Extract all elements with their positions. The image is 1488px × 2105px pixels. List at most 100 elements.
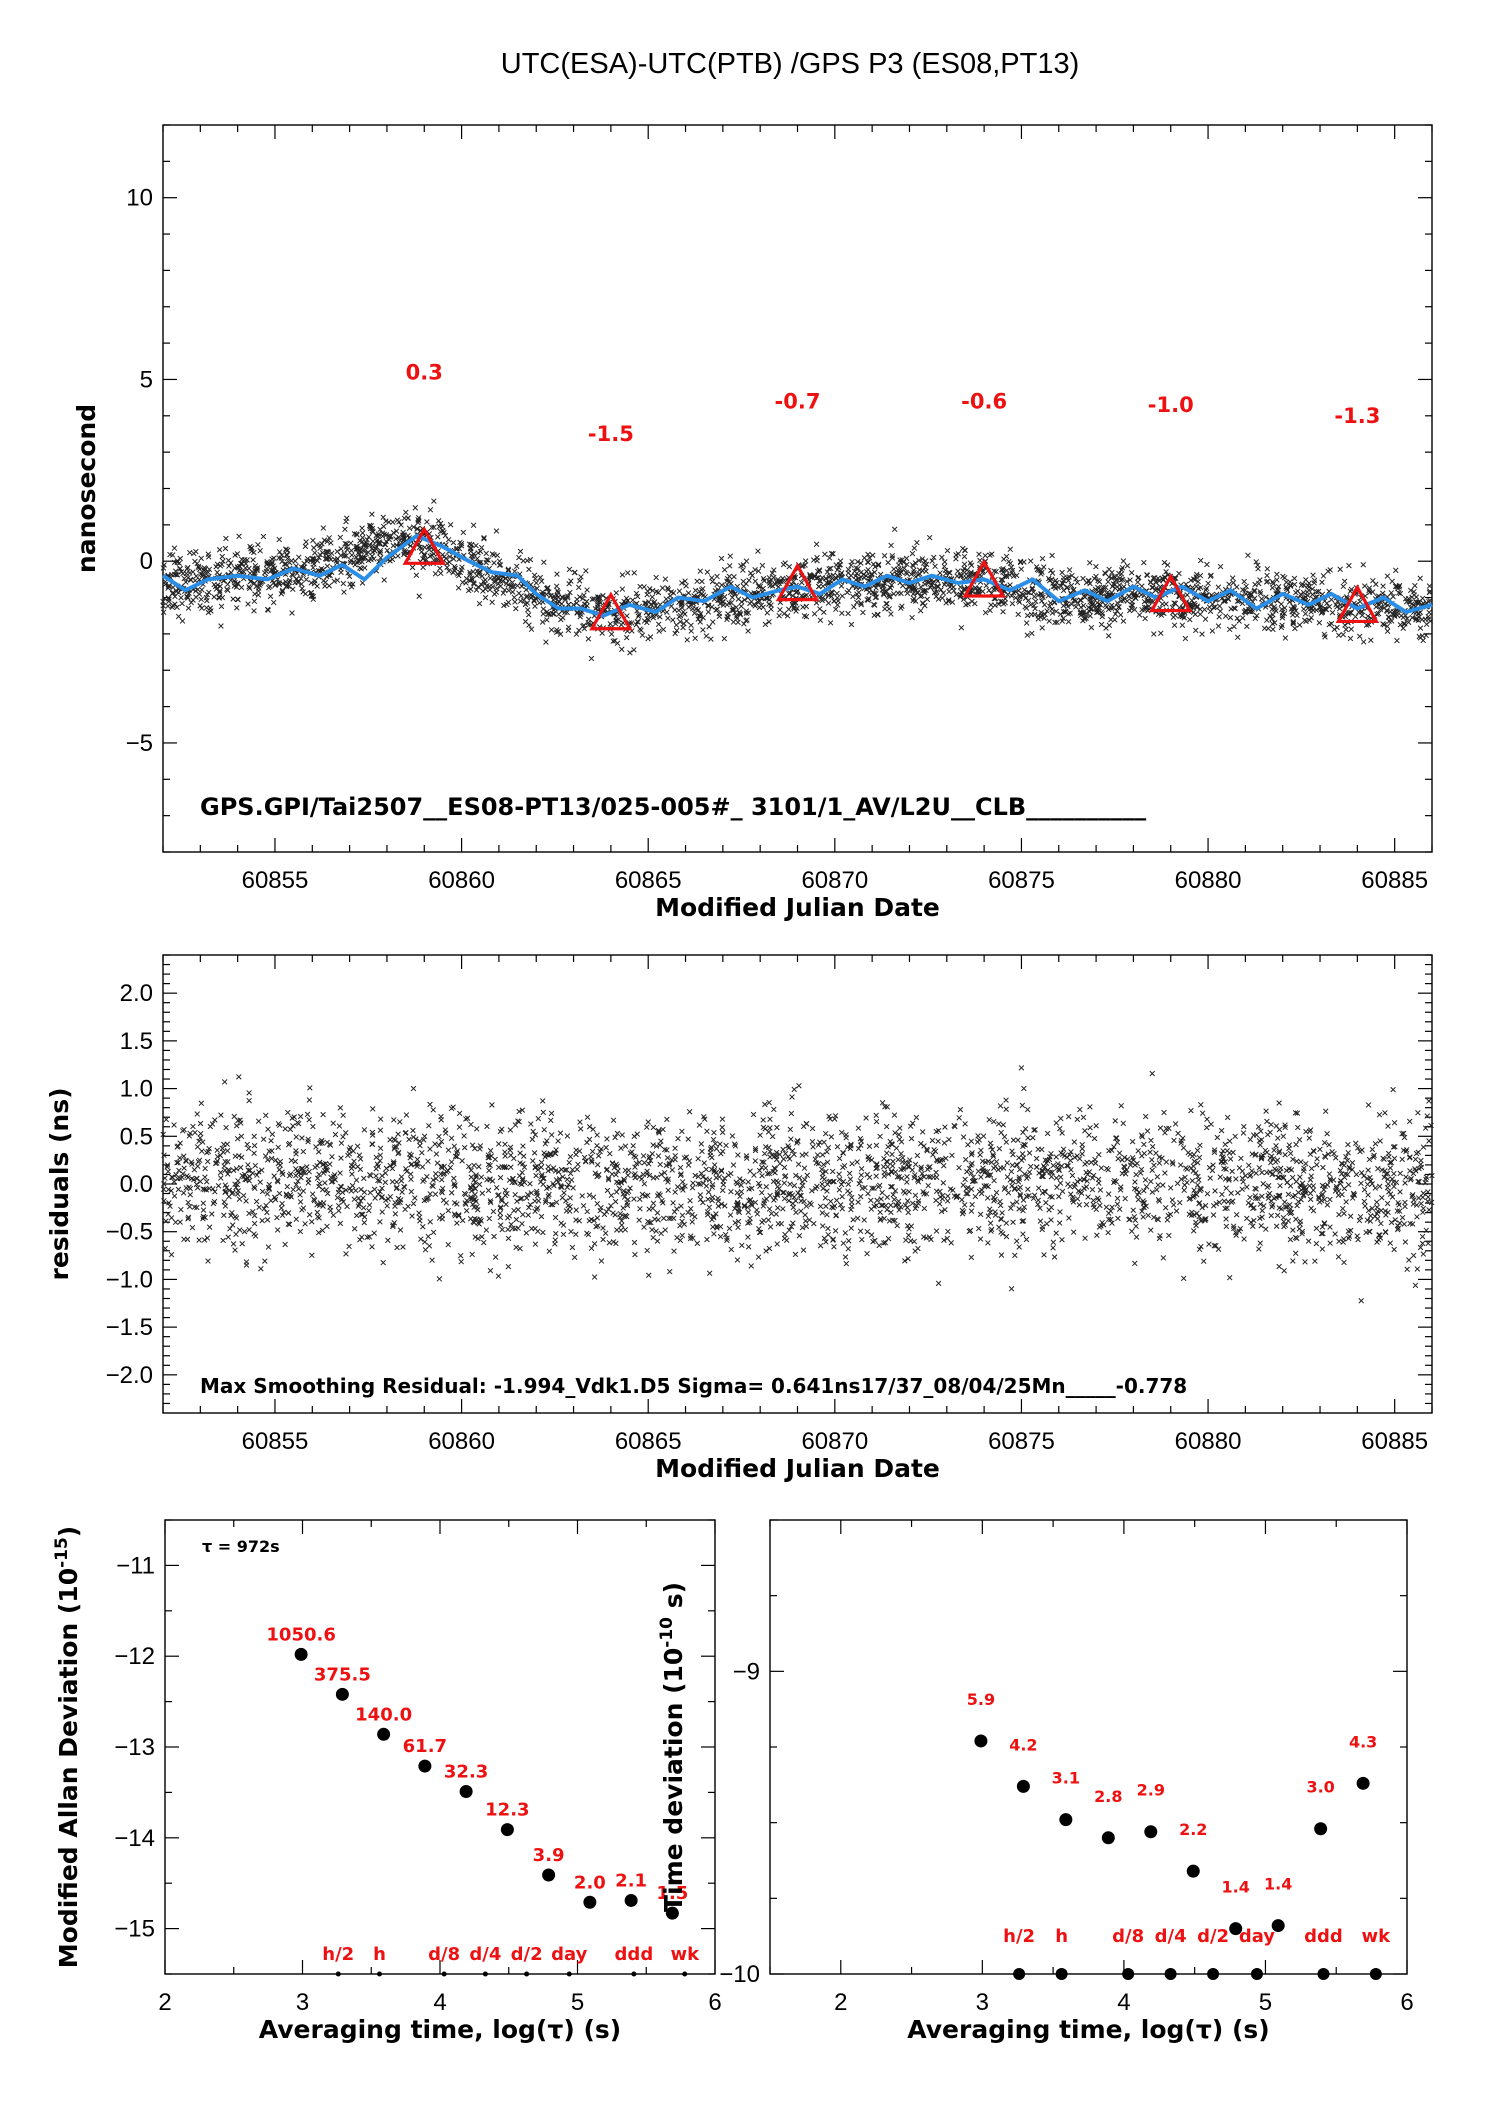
scatter-point <box>647 634 654 640</box>
scatter-point <box>881 552 888 559</box>
scatter-point <box>232 565 238 571</box>
scatter-point <box>837 1202 844 1208</box>
scatter-point <box>359 534 366 541</box>
scatter-point <box>730 607 737 613</box>
scatter-point <box>962 547 968 554</box>
scatter-point <box>1365 1102 1372 1108</box>
scatter-point <box>220 558 226 564</box>
scatter-point <box>486 1167 492 1174</box>
scatter-point <box>1069 572 1075 579</box>
scatter-point <box>403 509 409 516</box>
scatter-point <box>546 1191 552 1198</box>
scatter-point <box>481 534 487 541</box>
scatter-point <box>540 611 546 617</box>
scatter-point <box>588 1153 594 1160</box>
scatter-point <box>963 571 969 577</box>
scatter-point <box>468 1121 474 1128</box>
scatter-point <box>761 1150 768 1157</box>
scatter-point <box>644 591 650 598</box>
scatter-point <box>1105 633 1112 639</box>
scatter-point <box>421 1133 428 1140</box>
scatter-point <box>1246 1162 1252 1169</box>
scatter-point <box>904 590 911 596</box>
y-tick-label: 0 <box>140 548 153 575</box>
scatter-point <box>367 522 373 529</box>
scatter-point <box>1292 1250 1299 1257</box>
scatter-point <box>991 1177 997 1184</box>
scatter-point <box>1012 1252 1018 1259</box>
scatter-point <box>1319 579 1325 586</box>
scatter-point <box>777 1160 783 1167</box>
scatter-point <box>342 526 348 533</box>
scatter-point <box>425 1233 432 1240</box>
scatter-point <box>409 564 416 571</box>
scatter-point <box>1074 1116 1081 1123</box>
scatter-point <box>1117 1187 1124 1193</box>
scatter-point <box>1335 1192 1342 1198</box>
scatter-point <box>219 553 226 560</box>
scatter-point <box>1320 1164 1326 1171</box>
scatter-point <box>518 1181 525 1188</box>
scatter-point <box>1076 1202 1083 1208</box>
scatter-point <box>1108 616 1114 623</box>
scatter-point <box>437 565 443 572</box>
scatter-point <box>1257 590 1264 597</box>
scatter-point <box>300 589 306 595</box>
scatter-point <box>206 1224 213 1230</box>
scatter-point <box>175 613 182 620</box>
scatter-point <box>192 577 199 584</box>
scatter-point <box>1341 1259 1347 1266</box>
scatter-point <box>630 1143 636 1149</box>
scatter-point <box>565 624 572 630</box>
scatter-point <box>513 1216 520 1223</box>
scatter-point <box>269 556 275 562</box>
scatter-point <box>349 552 355 558</box>
scatter-point <box>1415 1110 1421 1116</box>
scatter-point <box>618 646 625 653</box>
scatter-point <box>193 573 199 579</box>
scatter-point <box>828 550 835 557</box>
scatter-point <box>1231 623 1237 630</box>
scatter-point <box>1232 1133 1238 1140</box>
scatter-point <box>656 628 662 634</box>
scatter-point <box>700 615 706 621</box>
scatter-point <box>1130 1207 1136 1213</box>
scatter-point <box>538 1213 545 1220</box>
scatter-point <box>1373 1199 1380 1205</box>
scatter-point <box>1287 583 1294 589</box>
scatter-point <box>561 1190 567 1196</box>
scatter-point <box>653 1228 659 1234</box>
scatter-point <box>721 635 728 642</box>
scatter-point <box>463 580 469 586</box>
scatter-point <box>909 550 916 557</box>
scatter-point <box>1263 594 1269 600</box>
scatter-point <box>1053 1230 1059 1236</box>
scatter-point <box>302 1221 308 1227</box>
scatter-point <box>312 550 318 556</box>
scatter-point <box>1257 1142 1263 1148</box>
scatter-point <box>341 589 347 595</box>
scatter-point <box>1244 623 1250 630</box>
scatter-point <box>649 594 656 600</box>
scatter-point <box>1197 572 1204 579</box>
scatter-point <box>890 591 897 597</box>
scatter-point <box>993 568 999 575</box>
scatter-point <box>427 1146 433 1152</box>
scatter-point <box>300 1148 307 1155</box>
scatter-point <box>171 1122 177 1128</box>
scatter-point <box>265 1244 272 1250</box>
scatter-point <box>204 597 210 604</box>
scatter-point <box>1223 1223 1230 1230</box>
scatter-point <box>763 1248 769 1254</box>
scatter-point <box>1404 1266 1410 1273</box>
scatter-point <box>306 1168 312 1175</box>
scatter-point <box>520 1143 526 1149</box>
scatter-point <box>351 1196 358 1203</box>
scatter-point <box>206 589 212 596</box>
scatter-point <box>171 559 178 566</box>
scatter-point <box>406 1136 412 1143</box>
scatter-point <box>570 1185 576 1191</box>
scatter-point <box>316 1171 322 1178</box>
scatter-point <box>495 1273 502 1279</box>
scatter-point <box>1387 1240 1394 1246</box>
